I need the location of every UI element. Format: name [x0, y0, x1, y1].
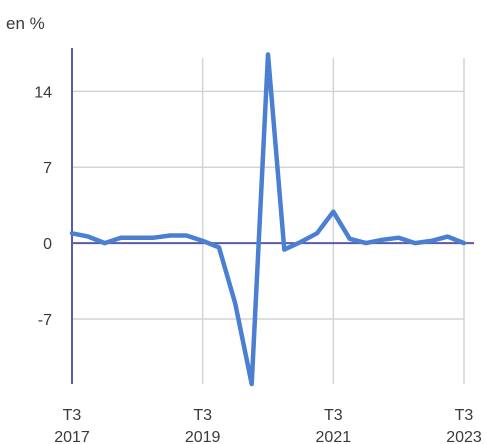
x-tick-label: 2021 — [316, 429, 352, 444]
data-point — [429, 239, 433, 243]
data-point — [331, 210, 335, 214]
x-tick-labels: T3 2017 T3 2019 T3 2021 T3 2023 — [54, 407, 482, 444]
data-point — [282, 248, 286, 252]
data-point — [135, 236, 139, 240]
data-point — [364, 241, 368, 245]
data-point — [299, 240, 303, 244]
y-tick-label: 0 — [43, 236, 52, 253]
data-point — [201, 239, 205, 243]
series-line — [69, 52, 467, 387]
x-tick-label: T3 — [193, 407, 212, 424]
x-tick-label: 2019 — [185, 429, 221, 444]
data-point — [70, 231, 74, 235]
data-point — [446, 235, 450, 239]
data-point — [184, 234, 188, 238]
grid-lines — [72, 58, 465, 384]
data-point — [217, 245, 221, 249]
data-point — [348, 237, 352, 241]
data-point — [315, 231, 319, 235]
x-tick-label: T3 — [324, 407, 343, 424]
y-tick-label: 7 — [43, 160, 52, 177]
data-point — [233, 302, 237, 306]
x-tick-label: 2023 — [446, 429, 482, 444]
data-point — [119, 236, 123, 240]
y-axis-unit-label: en % — [6, 14, 45, 33]
y-tick-labels: 14 7 0 -7 — [34, 84, 52, 329]
data-point — [86, 235, 90, 239]
series-lines — [69, 52, 467, 387]
data-point — [103, 241, 107, 245]
x-tick-label: T3 — [455, 407, 474, 424]
data-point — [397, 236, 401, 240]
x-tick-label: T3 — [63, 407, 82, 424]
y-tick-label: -7 — [38, 312, 52, 329]
data-point — [168, 234, 172, 238]
y-tick-label: 14 — [34, 84, 52, 101]
data-point — [266, 53, 270, 57]
data-point — [250, 382, 254, 386]
x-tick-label: 2017 — [54, 429, 90, 444]
axes — [71, 48, 474, 384]
data-point — [462, 241, 466, 245]
data-points — [70, 53, 466, 386]
data-point — [152, 236, 156, 240]
data-point — [380, 238, 384, 242]
data-point — [413, 241, 417, 245]
